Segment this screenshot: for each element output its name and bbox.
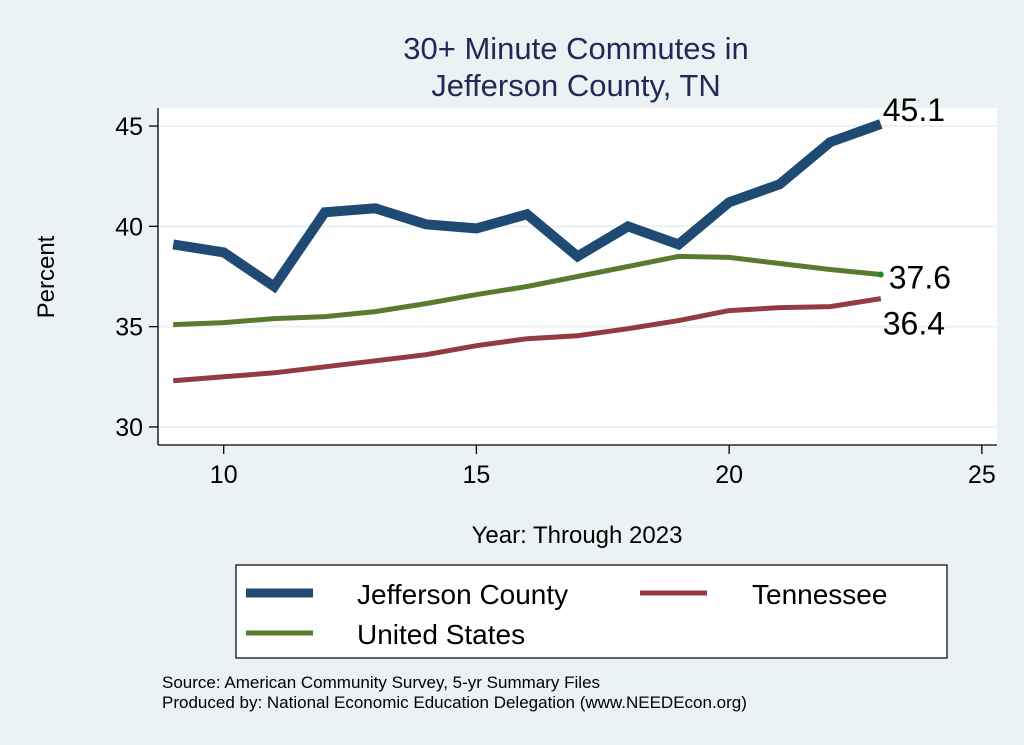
x-tick-label: 10	[210, 461, 238, 489]
x-tick-label: 15	[463, 461, 491, 489]
producer-note: Produced by: National Economic Education…	[162, 693, 747, 712]
x-axis-title: Year: Through 2023	[472, 522, 683, 549]
y-tick-label: 30	[115, 414, 143, 442]
source-note: Source: American Community Survey, 5-yr …	[162, 673, 600, 692]
axes: 30 35 40 45 10 15 20 25	[115, 108, 997, 489]
y-axis-title: Percent	[33, 235, 60, 318]
legend-box	[235, 564, 948, 659]
y-tick-label: 35	[115, 314, 143, 342]
end-labels: 45.1 36.4 37.6	[883, 92, 951, 342]
end-label-tennessee: 36.4	[883, 306, 945, 342]
end-label-jefferson-county: 45.1	[883, 92, 945, 128]
gridlines	[158, 125, 997, 428]
y-tick-label: 40	[115, 213, 143, 241]
series-endpoint-united-states	[877, 271, 884, 278]
x-tick-label: 20	[715, 461, 743, 489]
chart-title-line-1: 30+ Minute Commutes in	[403, 31, 748, 66]
legend-label-united-states: United States	[357, 619, 525, 650]
x-tick-label: 25	[968, 461, 996, 489]
legend: Jefferson County Tennessee United States	[235, 564, 948, 659]
y-tick-label: 45	[115, 113, 143, 141]
legend-label-jefferson-county: Jefferson County	[357, 579, 568, 610]
series-lines	[172, 119, 884, 384]
series-line-united-states	[173, 253, 882, 328]
series-line-jefferson-county	[172, 119, 883, 294]
series-line-tennessee	[173, 296, 882, 384]
chart-title-line-2: Jefferson County, TN	[431, 68, 720, 103]
end-label-united-states: 37.6	[889, 259, 951, 295]
legend-label-tennessee: Tennessee	[752, 579, 887, 610]
